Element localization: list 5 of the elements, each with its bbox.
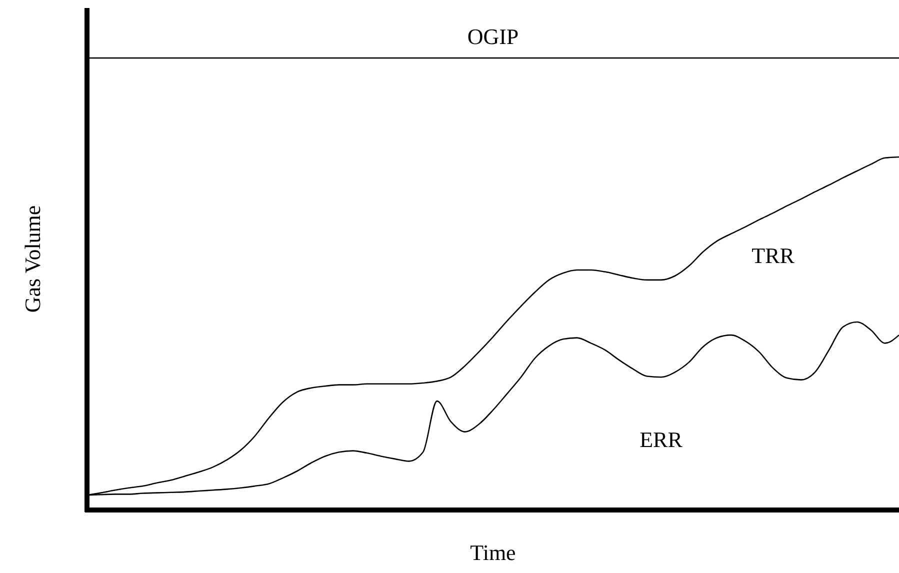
x-axis-title: Time bbox=[470, 540, 516, 565]
y-axis-title: Gas Volume bbox=[20, 205, 45, 313]
series-label: TRR bbox=[752, 243, 795, 268]
series-label: OGIP bbox=[467, 24, 519, 49]
text: ERR bbox=[640, 427, 683, 452]
